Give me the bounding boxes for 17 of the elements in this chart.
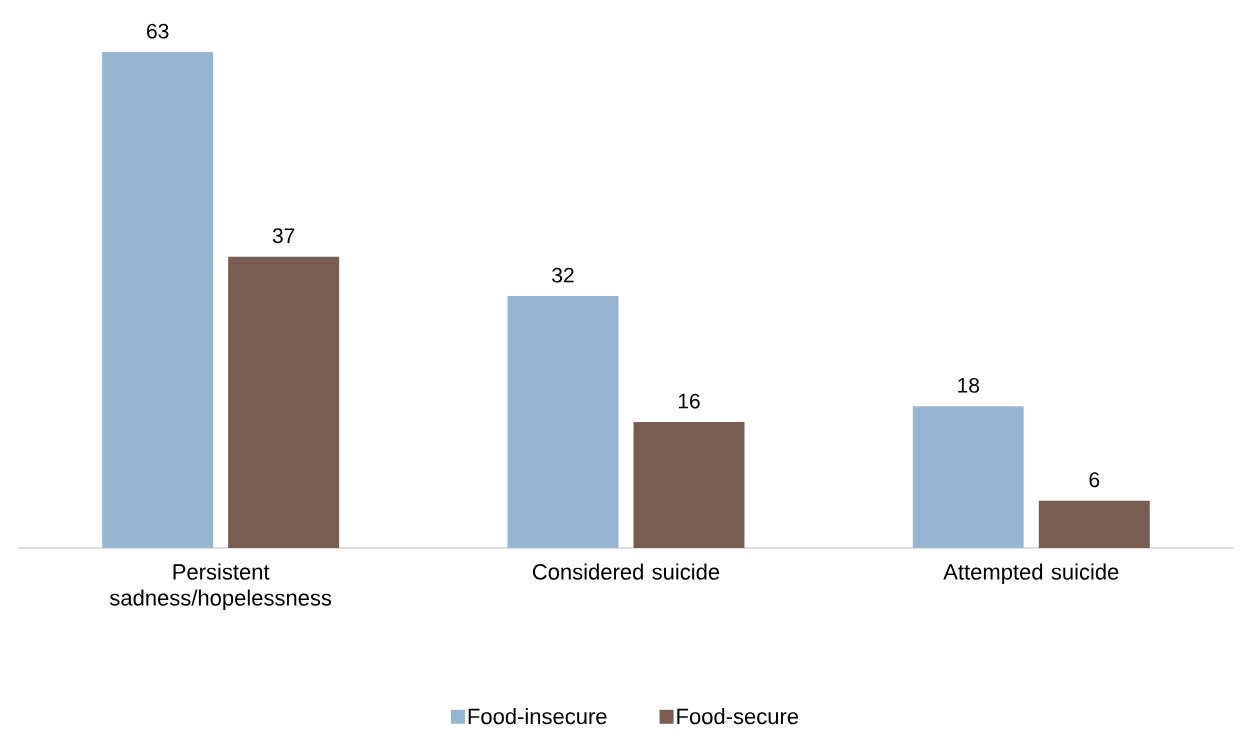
- x-tick-label: Persistent sadness/hopelessness: [109, 563, 332, 611]
- data-label: 32: [552, 267, 574, 283]
- x-tick-label: Attempted suicide: [943, 563, 1119, 585]
- data-label: 18: [958, 377, 980, 393]
- x-tick-label: Considered suicide: [532, 563, 720, 580]
- bar: [507, 296, 619, 548]
- bar: [912, 406, 1024, 548]
- bar: [102, 52, 214, 548]
- data-label: 6: [1089, 472, 1100, 488]
- legend-label: Food-secure: [677, 708, 799, 725]
- bar: [228, 256, 340, 548]
- data-label: 63: [147, 23, 169, 39]
- data-label: 16: [678, 393, 700, 409]
- legend-label: Food-insecure: [468, 708, 607, 725]
- bar: [633, 422, 745, 548]
- bar: [1038, 500, 1150, 548]
- data-label: 37: [272, 228, 295, 244]
